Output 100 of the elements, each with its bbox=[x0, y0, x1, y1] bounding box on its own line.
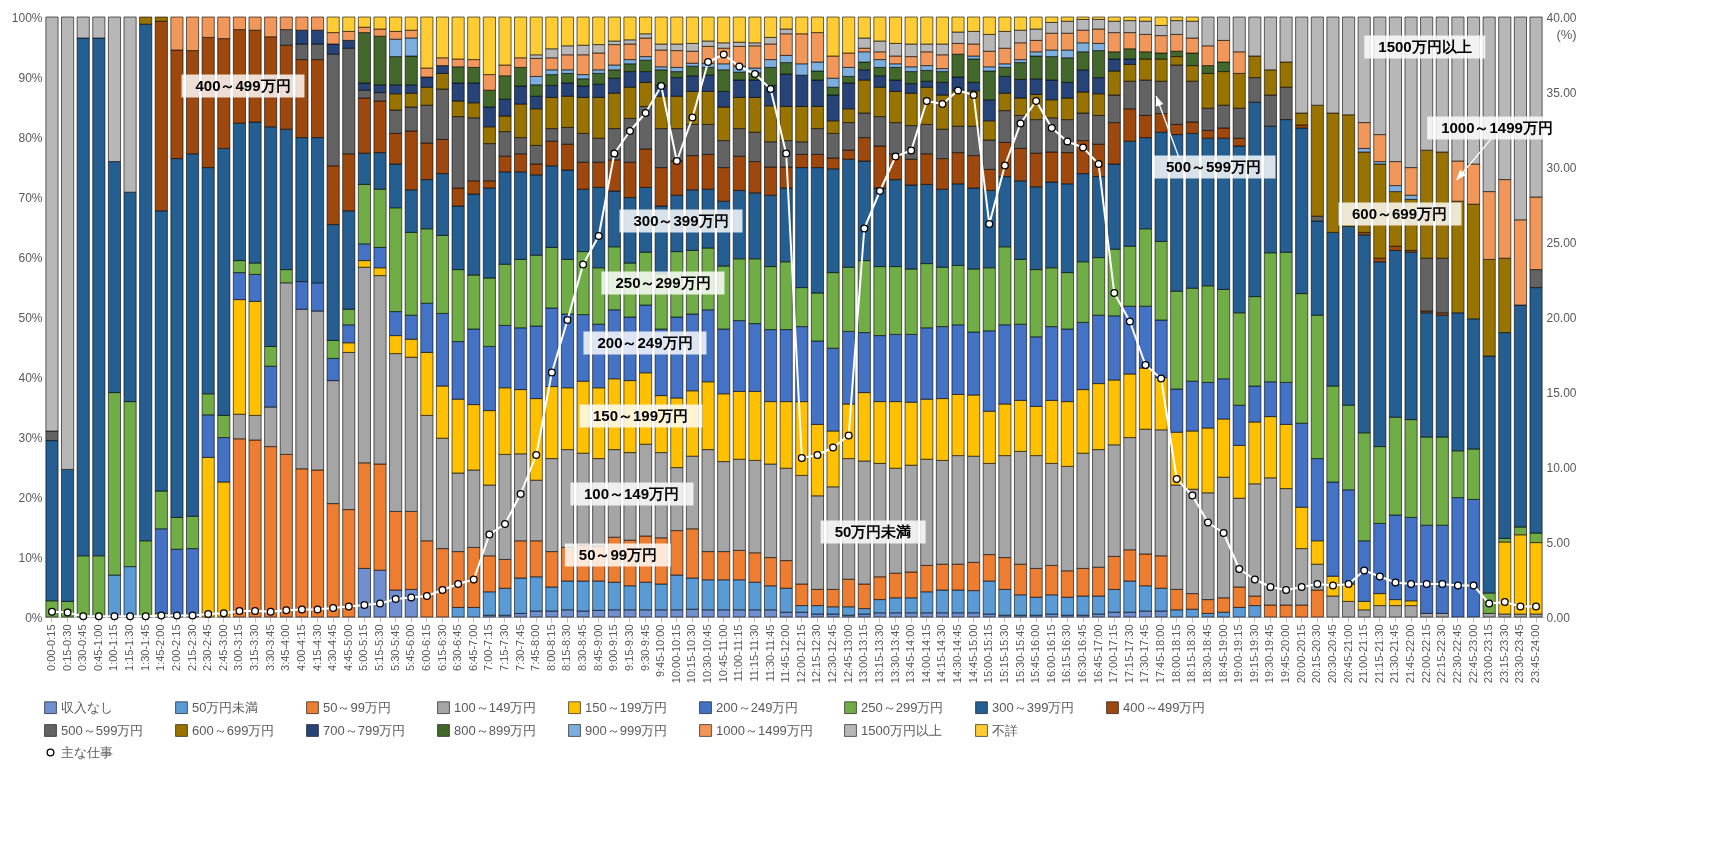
x-tick-label: 0:45-1:00 bbox=[91, 624, 104, 671]
x-tick-label: 14:45-15:00 bbox=[966, 624, 979, 684]
x-tick-label: 19:15-19:30 bbox=[1247, 624, 1260, 684]
y-tick-label: 10% bbox=[18, 550, 43, 565]
x-tick-label: 12:30-12:45 bbox=[826, 624, 839, 684]
x-tick-label: 19:00-19:15 bbox=[1232, 624, 1245, 684]
x-tick-label: 8:15-8:30 bbox=[560, 624, 573, 671]
x-tick-label: 15:15-15:30 bbox=[997, 624, 1010, 684]
x-tick-label: 16:45-17:00 bbox=[1091, 624, 1104, 684]
annotation: 600～699万円 bbox=[1337, 202, 1462, 226]
annotation: 50万円未満 bbox=[820, 520, 926, 544]
x-tick-label: 3:45-4:00 bbox=[279, 624, 292, 671]
y2-tick-label: 5.00 bbox=[1546, 535, 1571, 550]
legend-label: 700～799万円 bbox=[323, 722, 406, 738]
x-tick-label: 12:00-12:15 bbox=[794, 624, 807, 684]
x-tick-label: 0:30-0:45 bbox=[76, 624, 89, 671]
x-tick-label: 23:45-24:00 bbox=[1529, 624, 1542, 684]
annotation: 400～499万円 bbox=[181, 74, 305, 98]
x-tick-label: 6:30-6:45 bbox=[451, 624, 464, 671]
y2-tick-label: 35.00 bbox=[1546, 85, 1577, 100]
x-tick-label: 22:45-23:00 bbox=[1466, 624, 1479, 684]
x-tick-label: 20:00-20:15 bbox=[1294, 624, 1307, 684]
annotation: 300～399万円 bbox=[619, 209, 743, 233]
x-tick-label: 4:15-4:30 bbox=[310, 624, 323, 671]
x-tick-label: 16:30-16:45 bbox=[1076, 624, 1088, 684]
x-tick-label: 18:30-18:45 bbox=[1200, 624, 1213, 684]
x-tick-label: 21:15-21:30 bbox=[1372, 624, 1385, 684]
x-tick-label: 2:15-2:30 bbox=[185, 624, 198, 671]
x-tick-label: 18:15-18:30 bbox=[1185, 624, 1198, 684]
x-tick-label: 14:30-14:45 bbox=[951, 624, 964, 684]
x-tick-label: 17:15-17:30 bbox=[1122, 624, 1135, 684]
y2-tick-label: 0.00 bbox=[1546, 610, 1571, 625]
x-tick-label: 20:30-20:45 bbox=[1325, 624, 1338, 684]
y-tick-label: 20% bbox=[18, 490, 43, 505]
y-tick-label: 0% bbox=[25, 610, 43, 625]
annotation: 1500万円以上 bbox=[1364, 35, 1486, 59]
x-tick-label: 23:15-23:30 bbox=[1497, 624, 1510, 684]
x-tick-label: 14:00-14:15 bbox=[919, 624, 932, 684]
legend-label: 100～149万円 bbox=[454, 699, 537, 715]
x-tick-label: 2:30-2:45 bbox=[201, 624, 214, 671]
x-tick-label: 22:30-22:45 bbox=[1450, 624, 1463, 684]
x-tick-label: 19:30-19:45 bbox=[1263, 624, 1276, 684]
annotation: 150～199万円 bbox=[578, 404, 703, 428]
annotation: 1000～1499万円 bbox=[1427, 116, 1567, 140]
x-tick-label: 2:00-2:15 bbox=[169, 624, 182, 671]
x-tick-label: 21:30-21:45 bbox=[1388, 624, 1401, 684]
x-tick-label: 15:00-15:15 bbox=[982, 624, 995, 684]
legend-label: 1000～1499万円 bbox=[716, 722, 813, 738]
x-tick-label: 3:15-3:30 bbox=[248, 624, 261, 671]
x-tick-label: 8:00-8:15 bbox=[544, 624, 557, 671]
y2-tick-label: 30.00 bbox=[1546, 160, 1577, 175]
y2-tick-label: 20.00 bbox=[1546, 310, 1577, 325]
x-tick-label: 1:15-1:30 bbox=[123, 624, 136, 671]
legend-label: 600～699万円 bbox=[192, 722, 275, 738]
annotation: 500～599万円 bbox=[1151, 155, 1276, 179]
x-tick-label: 1:30-1:45 bbox=[138, 624, 151, 671]
x-tick-label: 13:30-13:45 bbox=[888, 624, 901, 684]
x-tick-label: 1:00-1:15 bbox=[107, 624, 120, 671]
y2-tick-label: 25.00 bbox=[1546, 235, 1577, 250]
x-tick-label: 8:45-9:00 bbox=[591, 624, 604, 671]
x-tick-label: 11:45-12:00 bbox=[779, 624, 792, 683]
x-tick-label: 11:00-11:15 bbox=[732, 624, 745, 682]
x-tick-label: 7:30-7:45 bbox=[513, 624, 526, 671]
x-tick-label: 18:45-19:00 bbox=[1216, 624, 1229, 684]
x-tick-label: 9:45-10:00 bbox=[654, 624, 667, 678]
x-tick-label: 17:30-17:45 bbox=[1138, 624, 1151, 684]
x-tick-label: 16:00-16:15 bbox=[1044, 624, 1057, 684]
y2-axis-title: (%) bbox=[1556, 26, 1577, 42]
x-tick-label: 12:15-12:30 bbox=[810, 624, 823, 684]
legend-label: 500～599万円 bbox=[61, 722, 144, 738]
x-tick-label: 9:00-9:15 bbox=[607, 624, 620, 671]
x-tick-label: 3:30-3:45 bbox=[263, 624, 276, 671]
legend-label: 250～299万円 bbox=[861, 699, 944, 715]
y-tick-label: 50% bbox=[18, 310, 43, 325]
y-tick-label: 60% bbox=[18, 250, 43, 265]
x-tick-label: 5:30-5:45 bbox=[388, 624, 401, 671]
legend-label: 900～999万円 bbox=[585, 722, 668, 738]
legend-label: 400～499万円 bbox=[1123, 699, 1206, 715]
x-tick-label: 21:45-22:00 bbox=[1404, 624, 1417, 684]
x-tick-label: 5:45-6:00 bbox=[404, 624, 417, 671]
x-tick-label: 13:00-13:15 bbox=[857, 624, 870, 684]
x-tick-label: 15:45-16:00 bbox=[1029, 624, 1042, 684]
x-tick-label: 18:00-18:15 bbox=[1169, 624, 1182, 684]
x-tick-label: 6:45-7:00 bbox=[466, 624, 479, 671]
x-tick-label: 17:45-18:00 bbox=[1154, 624, 1167, 684]
x-tick-label: 23:30-23:45 bbox=[1513, 624, 1526, 684]
y-tick-label: 30% bbox=[18, 430, 43, 445]
annotation: 100～149万円 bbox=[569, 482, 694, 506]
x-tick-label: 16:15-16:30 bbox=[1060, 624, 1073, 684]
x-tick-label: 9:30-9:45 bbox=[638, 624, 651, 671]
x-tick-label: 6:15-6:30 bbox=[435, 624, 448, 671]
y-tick-label: 80% bbox=[18, 130, 43, 145]
y2-tick-label: 15.00 bbox=[1546, 385, 1577, 400]
legend-label: 300～399万円 bbox=[992, 699, 1075, 715]
y2-tick-label: 10.00 bbox=[1546, 460, 1577, 475]
x-tick-label: 20:45-21:00 bbox=[1341, 624, 1354, 684]
x-tick-label: 17:00-17:15 bbox=[1107, 624, 1120, 684]
x-tick-label: 2:45-3:00 bbox=[216, 624, 229, 671]
y2-tick-label: 40.00 bbox=[1546, 10, 1577, 25]
x-tick-label: 22:15-22:30 bbox=[1435, 624, 1448, 684]
